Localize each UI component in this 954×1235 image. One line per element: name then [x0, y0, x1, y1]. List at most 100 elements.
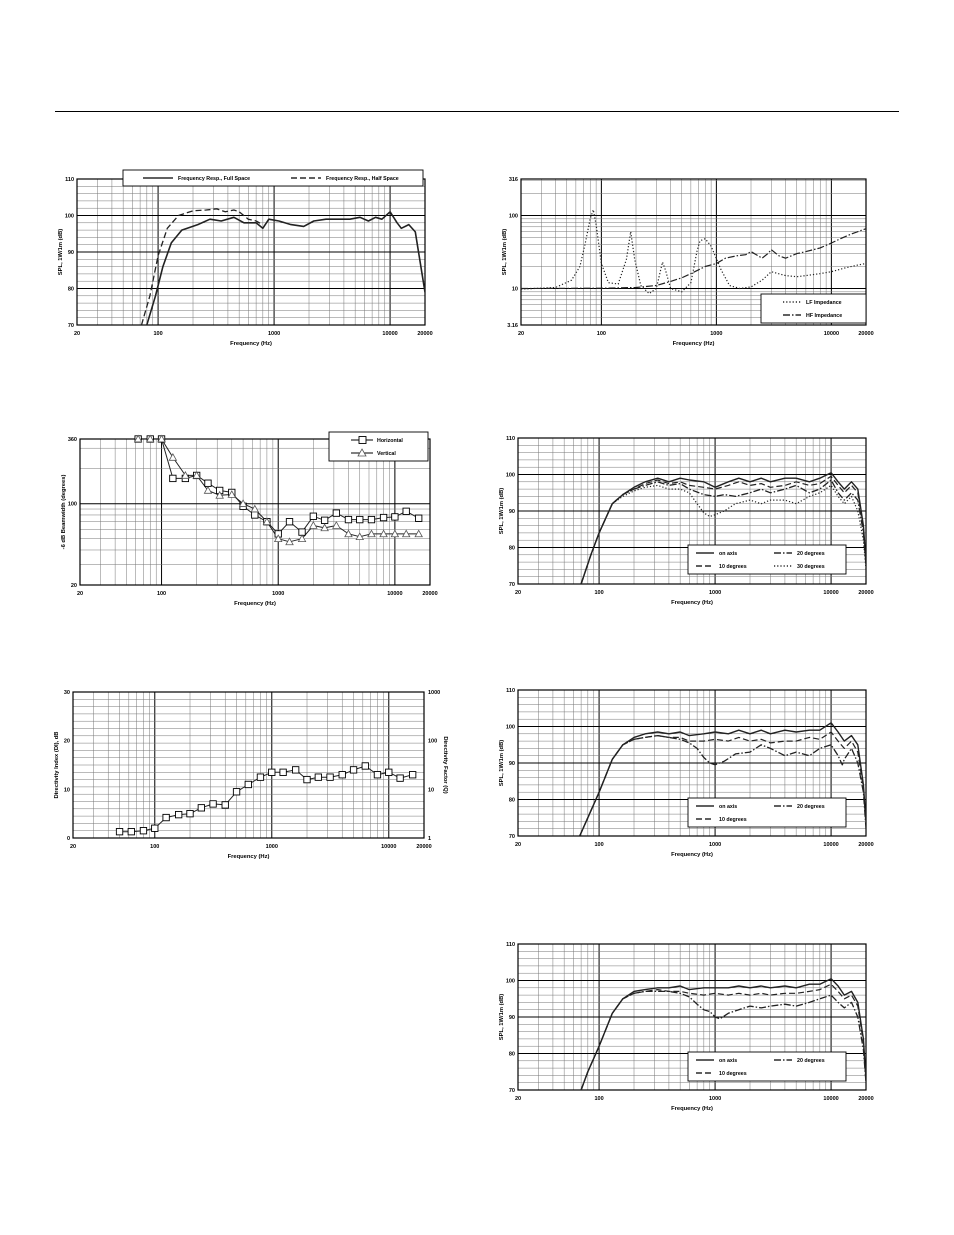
x-tick-label: 20000: [422, 591, 437, 597]
x-tick-label: 100: [597, 331, 606, 337]
legend: on axis 20 degrees 10 degrees 30 degrees: [687, 544, 847, 575]
grid: [76, 178, 426, 326]
y-tick-label: 30: [64, 690, 70, 696]
legend: LF Impedance HF Impedance: [760, 293, 867, 324]
data-point-square: [186, 810, 194, 818]
series-line: [140, 208, 264, 325]
legend: on axis 20 degrees 10 degrees: [687, 1051, 847, 1082]
x-tick-label: 100: [150, 844, 159, 850]
legend-label: LF Impedance: [806, 300, 842, 306]
data-point-triangle: [401, 529, 411, 538]
legend-label: 10 degrees: [719, 817, 747, 823]
legend-box: [760, 293, 867, 324]
data-point-triangle: [250, 504, 260, 513]
legend-label: 20 degrees: [797, 551, 825, 557]
y2-tick-label: 100: [428, 739, 437, 745]
grid: [517, 943, 867, 1091]
data-point-triangle: [355, 532, 365, 541]
y-tick-label: 90: [68, 250, 74, 256]
y-tick-label: 70: [68, 323, 74, 329]
x-tick-label: 20: [74, 331, 80, 337]
legend-triangle-marker: [357, 448, 367, 457]
data-point-square: [309, 512, 317, 520]
data-point-square: [139, 827, 148, 835]
data-point-square: [379, 513, 388, 522]
y-tick-label: 80: [509, 546, 515, 552]
y-tick-label: 110: [506, 942, 515, 948]
data-point-triangle: [145, 434, 155, 443]
y-tick-label: 90: [509, 761, 515, 767]
y-tick-label: 100: [506, 725, 515, 731]
plot-frame: [517, 943, 867, 1091]
impedance-chart: 20 100 1000 10000 20000 3.16 10 100 316 Frequency…: [502, 177, 874, 347]
x-tick-label: 1000: [710, 331, 722, 337]
x-tick-label: 100: [153, 331, 162, 337]
data-point-square: [268, 768, 276, 776]
x-tick-label: 20: [515, 590, 521, 596]
data-point-square: [115, 828, 124, 836]
data-point-triangle: [181, 471, 190, 479]
data-point-square: [344, 515, 353, 524]
data-point-square: [373, 771, 382, 779]
data-point-triangle: [414, 529, 423, 538]
x-tick-label: 20000: [858, 1096, 873, 1102]
legend-label: 10 degrees: [719, 564, 747, 570]
legend-box: [687, 1051, 847, 1082]
x-axis-label: Frequency (Hz): [228, 854, 270, 860]
data-point-triangle: [367, 529, 376, 538]
data-point-triangle: [320, 523, 329, 532]
legend-label: Horizontal: [377, 438, 403, 444]
data-point-square: [169, 474, 177, 483]
y-axis-label: -6 dB Beamwidth (degrees): [61, 475, 67, 550]
legend-label: 20 degrees: [797, 804, 825, 810]
y-tick-label: 0: [67, 836, 70, 842]
x-tick-label: 10000: [382, 331, 397, 337]
data-point-square: [356, 515, 364, 524]
data-point-triangle: [157, 434, 166, 443]
data-point-triangle: [332, 521, 341, 529]
data-point-square: [232, 788, 241, 796]
y-tick-label: 3.16: [507, 323, 518, 329]
off-axis-response-chart-1: 20 100 1000 10000 20000 70 80 90 100 110 Frequency…: [499, 436, 874, 606]
x-tick-label: 10000: [823, 842, 838, 848]
data-point-square: [415, 514, 423, 522]
data-point-triangle: [379, 529, 388, 538]
data-point-square: [338, 771, 346, 779]
series-line: [579, 734, 866, 836]
y2-tick-label: 1: [428, 836, 431, 842]
data-point-square: [221, 801, 229, 809]
data-point-square: [326, 773, 334, 781]
data-point-triangle: [133, 434, 143, 443]
data-point-triangle: [344, 529, 353, 538]
x-tick-label: 10000: [824, 331, 839, 337]
data-point-square: [162, 813, 170, 822]
data-point-triangle: [273, 534, 283, 542]
x-tick-label: 1000: [709, 842, 721, 848]
y-tick-label: 100: [68, 502, 77, 508]
legend-label: Frequency Resp., Full Space: [178, 176, 250, 182]
data-point-square: [402, 507, 410, 515]
legend-label: HF Impedance: [806, 313, 842, 319]
data-point-square: [391, 513, 399, 521]
y-tick-label: 360: [68, 437, 77, 443]
y-tick-label: 316: [509, 177, 518, 183]
y-tick-label: 100: [506, 473, 515, 479]
series-group: [140, 208, 425, 325]
data-point-square: [292, 766, 300, 774]
x-tick-label: 100: [594, 1096, 603, 1102]
data-point-square: [209, 800, 217, 808]
legend-label: 10 degrees: [719, 1071, 747, 1077]
series-line: [521, 209, 866, 295]
data-point-square: [303, 775, 311, 784]
x-axis-label: Frequency (Hz): [671, 1106, 713, 1112]
x-axis-label: Frequency (Hz): [671, 852, 713, 858]
legend-label: 20 degrees: [797, 1058, 825, 1064]
legend-label: on axis: [719, 1058, 737, 1064]
data-point-triangle: [285, 537, 294, 546]
y2-axis-label: Directivity Factor (Q): [442, 736, 448, 793]
x-axis-label: Frequency (Hz): [234, 601, 276, 607]
y-tick-label: 70: [509, 834, 515, 840]
data-point-triangle: [390, 529, 400, 538]
data-point-square: [197, 804, 205, 812]
y-tick-label: 80: [509, 798, 515, 804]
